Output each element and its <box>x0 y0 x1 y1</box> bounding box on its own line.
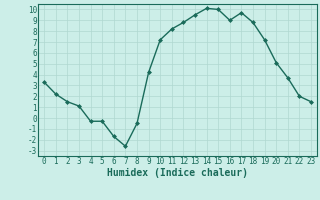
X-axis label: Humidex (Indice chaleur): Humidex (Indice chaleur) <box>107 168 248 178</box>
